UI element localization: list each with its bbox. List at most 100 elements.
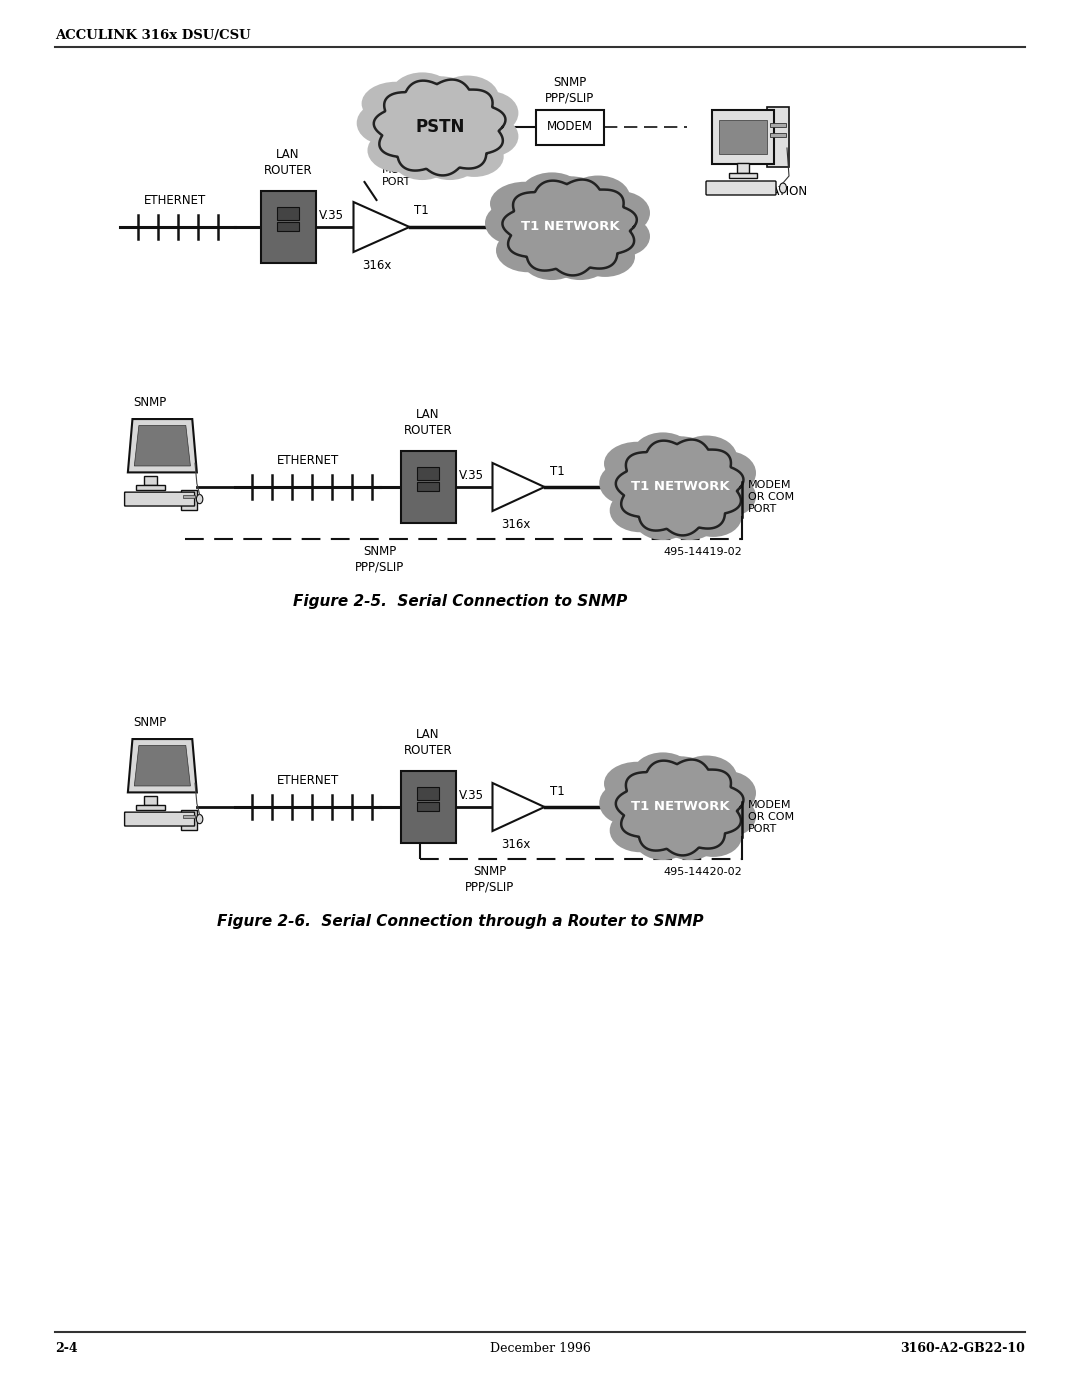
Ellipse shape [604, 441, 671, 485]
Ellipse shape [703, 476, 756, 517]
Text: SNMP: SNMP [133, 395, 166, 409]
Ellipse shape [627, 448, 732, 527]
Ellipse shape [634, 500, 691, 541]
Bar [767, 108, 789, 168]
Ellipse shape [362, 82, 430, 126]
Ellipse shape [485, 201, 545, 244]
Ellipse shape [367, 129, 430, 172]
Bar [144, 476, 157, 485]
Text: SNMP
PPP/SLIP: SNMP PPP/SLIP [545, 75, 595, 105]
Text: SNMP
PPP/SLIP: SNMP PPP/SLIP [355, 545, 405, 574]
Ellipse shape [356, 101, 416, 145]
Ellipse shape [644, 756, 716, 803]
Polygon shape [127, 739, 197, 792]
Ellipse shape [515, 189, 625, 265]
Ellipse shape [610, 489, 671, 532]
Ellipse shape [685, 496, 742, 536]
Text: MODEM: MODEM [546, 120, 593, 134]
Text: T1: T1 [415, 204, 429, 217]
Bar [136, 485, 165, 490]
Text: 495-14420-02: 495-14420-02 [663, 868, 742, 877]
Text: 495-14419-02: 495-14419-02 [663, 548, 742, 557]
Ellipse shape [627, 768, 732, 847]
Bar [180, 490, 198, 510]
Ellipse shape [599, 461, 657, 504]
Ellipse shape [780, 183, 786, 193]
Ellipse shape [633, 753, 693, 796]
Bar [417, 787, 438, 800]
Polygon shape [134, 426, 190, 467]
Ellipse shape [685, 816, 742, 856]
Ellipse shape [703, 796, 756, 837]
Ellipse shape [403, 77, 477, 123]
Text: ETHERNET: ETHERNET [276, 774, 339, 787]
Ellipse shape [532, 176, 608, 224]
Text: 316x: 316x [501, 518, 530, 531]
Ellipse shape [391, 73, 454, 116]
Text: ETHERNET: ETHERNET [276, 454, 339, 467]
Text: PSTN: PSTN [416, 117, 464, 136]
Ellipse shape [197, 814, 203, 824]
FancyBboxPatch shape [706, 182, 777, 196]
FancyBboxPatch shape [124, 812, 194, 826]
Polygon shape [492, 782, 544, 831]
Ellipse shape [699, 451, 756, 495]
Ellipse shape [445, 137, 503, 177]
Text: SNMP: SNMP [133, 717, 166, 729]
Ellipse shape [594, 217, 650, 257]
Polygon shape [127, 419, 197, 472]
Bar [183, 495, 195, 497]
Text: LAN
ROUTER: LAN ROUTER [404, 728, 453, 757]
Polygon shape [492, 462, 544, 511]
Bar [401, 451, 456, 522]
Bar [417, 482, 438, 490]
Text: ETHERNET: ETHERNET [144, 194, 206, 207]
FancyBboxPatch shape [124, 492, 194, 506]
Ellipse shape [634, 820, 691, 861]
Ellipse shape [393, 140, 451, 180]
Bar [417, 467, 438, 479]
Bar [136, 805, 165, 810]
Text: V.35: V.35 [319, 210, 343, 222]
Ellipse shape [661, 820, 718, 861]
Ellipse shape [661, 500, 718, 541]
Text: T1 NETWORK: T1 NETWORK [631, 800, 729, 813]
Ellipse shape [463, 116, 518, 156]
Text: December 1996: December 1996 [489, 1343, 591, 1355]
Ellipse shape [519, 172, 584, 217]
Ellipse shape [566, 176, 630, 219]
Text: LAN
ROUTER: LAN ROUTER [404, 408, 453, 437]
Text: ACCULINK 316x DSU/CSU: ACCULINK 316x DSU/CSU [55, 29, 251, 42]
Bar [401, 771, 456, 842]
Ellipse shape [599, 781, 657, 826]
Ellipse shape [387, 88, 494, 166]
Bar [737, 163, 750, 173]
Text: 2-4: 2-4 [55, 1343, 78, 1355]
Bar [536, 109, 604, 144]
Text: 3160-A2-GB22-10: 3160-A2-GB22-10 [900, 1343, 1025, 1355]
Text: WORKSTATION: WORKSTATION [721, 184, 808, 198]
Ellipse shape [575, 236, 635, 277]
Polygon shape [353, 203, 409, 251]
Text: T1: T1 [550, 465, 564, 478]
Text: SNMP
PPP/SLIP: SNMP PPP/SLIP [465, 865, 515, 894]
Text: MODEM
PORT: MODEM PORT [381, 165, 426, 187]
Bar [770, 123, 786, 127]
Text: Figure 2-5.  Serial Connection to SNMP: Figure 2-5. Serial Connection to SNMP [293, 594, 627, 609]
Bar [417, 802, 438, 810]
Ellipse shape [676, 436, 737, 479]
Ellipse shape [522, 239, 582, 279]
Text: Figure 2-6.  Serial Connection through a Router to SNMP: Figure 2-6. Serial Connection through a … [217, 914, 703, 929]
Ellipse shape [197, 495, 203, 504]
Ellipse shape [644, 436, 716, 483]
Ellipse shape [604, 761, 671, 806]
Text: T1 NETWORK: T1 NETWORK [521, 221, 619, 233]
Text: 316x: 316x [362, 258, 391, 272]
Bar [180, 810, 198, 830]
Polygon shape [134, 746, 190, 787]
Ellipse shape [699, 771, 756, 814]
Ellipse shape [676, 756, 737, 799]
Text: MODEM
OR COM
PORT: MODEM OR COM PORT [748, 800, 794, 834]
Text: T1 NETWORK: T1 NETWORK [631, 481, 729, 493]
Bar [183, 816, 195, 819]
